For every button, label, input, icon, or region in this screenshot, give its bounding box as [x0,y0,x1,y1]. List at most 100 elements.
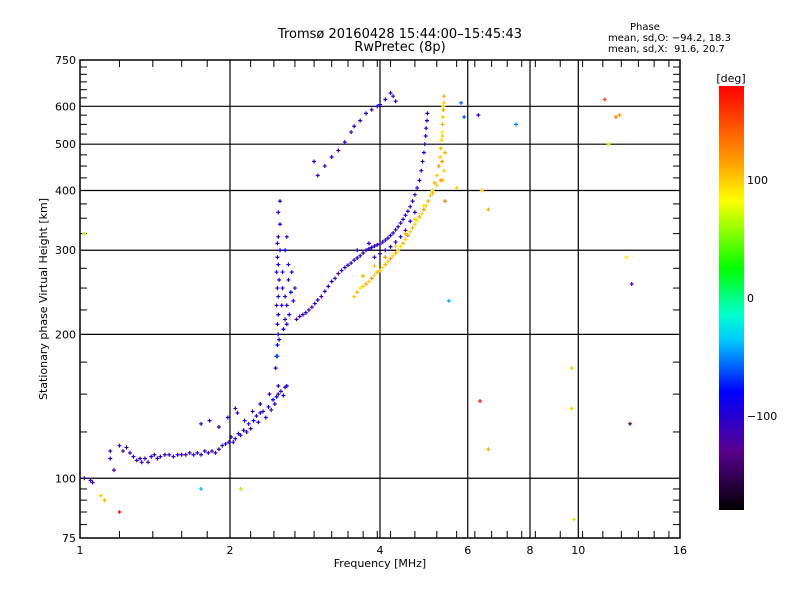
data-point [401,217,406,222]
data-point [121,449,126,454]
data-point [280,270,285,275]
data-point [226,440,231,445]
data-point [459,100,464,105]
data-point [393,251,398,256]
data-point [396,248,401,253]
colorbar-tick-label: −100 [747,410,777,423]
data-point [383,248,388,253]
data-point [216,425,221,430]
data-point [345,263,350,268]
x-tick-label: 16 [673,544,687,557]
data-point [276,234,281,239]
data-point [183,452,188,457]
data-point [275,322,280,327]
data-point [277,277,282,282]
data-point [281,393,286,398]
y-tick-label: 75 [62,532,76,545]
data-point [410,199,415,204]
data-point [613,114,618,119]
data-point [364,111,369,116]
chart-subtitle: RwPretec (8p) [354,40,446,55]
data-point [322,289,327,294]
data-point [278,222,283,227]
data-point [131,454,136,459]
data-point [199,421,204,426]
data-point [263,415,268,420]
data-point [254,413,259,418]
data-point [423,134,428,139]
data-point [364,281,369,286]
data-point [199,486,204,491]
data-point [378,242,382,247]
data-point [322,164,327,169]
data-point [380,240,385,245]
data-point [420,159,425,164]
data-point [378,251,382,256]
data-point [380,265,385,270]
colorbar-ticks: 100 0 −100 [747,174,777,423]
data-point [412,222,417,227]
data-point [401,241,406,246]
data-point [383,238,388,243]
data-point [441,107,446,112]
data-point [261,409,266,414]
data-point [436,164,441,169]
stats-o-mode: mean, sd,O: −94.2, 18.3 [608,33,731,44]
data-point [187,450,192,455]
data-point [276,332,281,337]
data-points [82,90,634,522]
y-tick-label: 100 [55,472,76,485]
data-point [339,268,344,273]
data-point [393,240,398,245]
data-point [326,284,331,289]
data-point [352,258,357,263]
y-axis-label: Stationary phase Virtual Height [km] [37,198,50,400]
data-point [274,394,279,399]
data-point [82,476,87,481]
data-point [167,452,172,457]
data-point [441,100,446,105]
data-point [398,234,403,239]
data-point [430,191,435,196]
data-point [393,244,398,249]
data-point [378,102,382,107]
data-point [514,122,519,127]
data-point [279,303,284,308]
data-point [266,404,271,409]
plot-frame [79,59,681,539]
data-point [571,517,576,522]
data-point [624,255,629,260]
y-tick-label: 400 [55,184,76,197]
data-point [383,262,388,267]
data-point [617,113,622,118]
data-point [276,312,281,317]
data-point [235,410,240,415]
data-point [383,97,388,102]
data-point [333,276,338,281]
data-point [372,255,377,260]
data-point [425,111,430,116]
data-point [403,231,408,236]
data-point [569,406,574,411]
data-point [271,397,276,402]
data-point [486,447,491,452]
data-point [276,294,281,299]
data-point [319,294,324,299]
data-point [162,452,167,457]
data-point [372,273,377,278]
data-point [342,265,347,270]
data-point [281,327,286,332]
data-point [202,449,207,454]
data-point [355,290,360,295]
data-point [440,114,445,119]
data-point [342,140,347,145]
data-point [206,450,211,455]
data-point [289,270,294,275]
data-point [408,204,413,209]
data-point [284,303,289,308]
data-point [602,97,607,102]
data-point [432,180,437,185]
data-point [134,458,139,463]
data-point [422,142,427,147]
data-point [216,447,221,452]
